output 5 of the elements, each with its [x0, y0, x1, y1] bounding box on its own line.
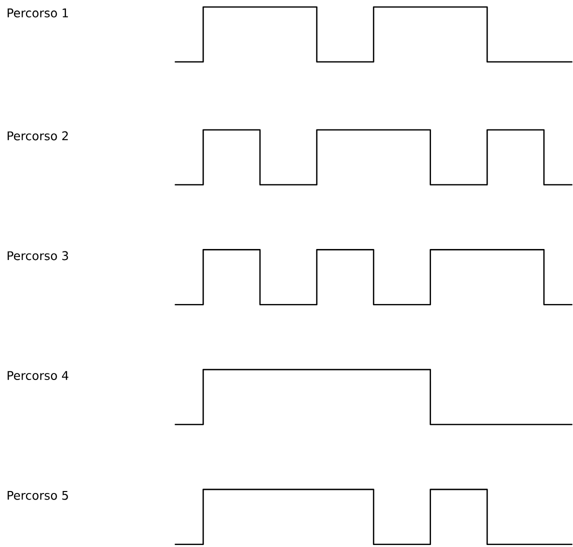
- text: Percorso 4: [8, 370, 68, 380]
- text: Percorso 1: [8, 8, 68, 18]
- text: Percorso 5: [8, 490, 68, 500]
- text: Percorso 2: [8, 131, 68, 140]
- text: Percorso 3: [8, 251, 68, 260]
